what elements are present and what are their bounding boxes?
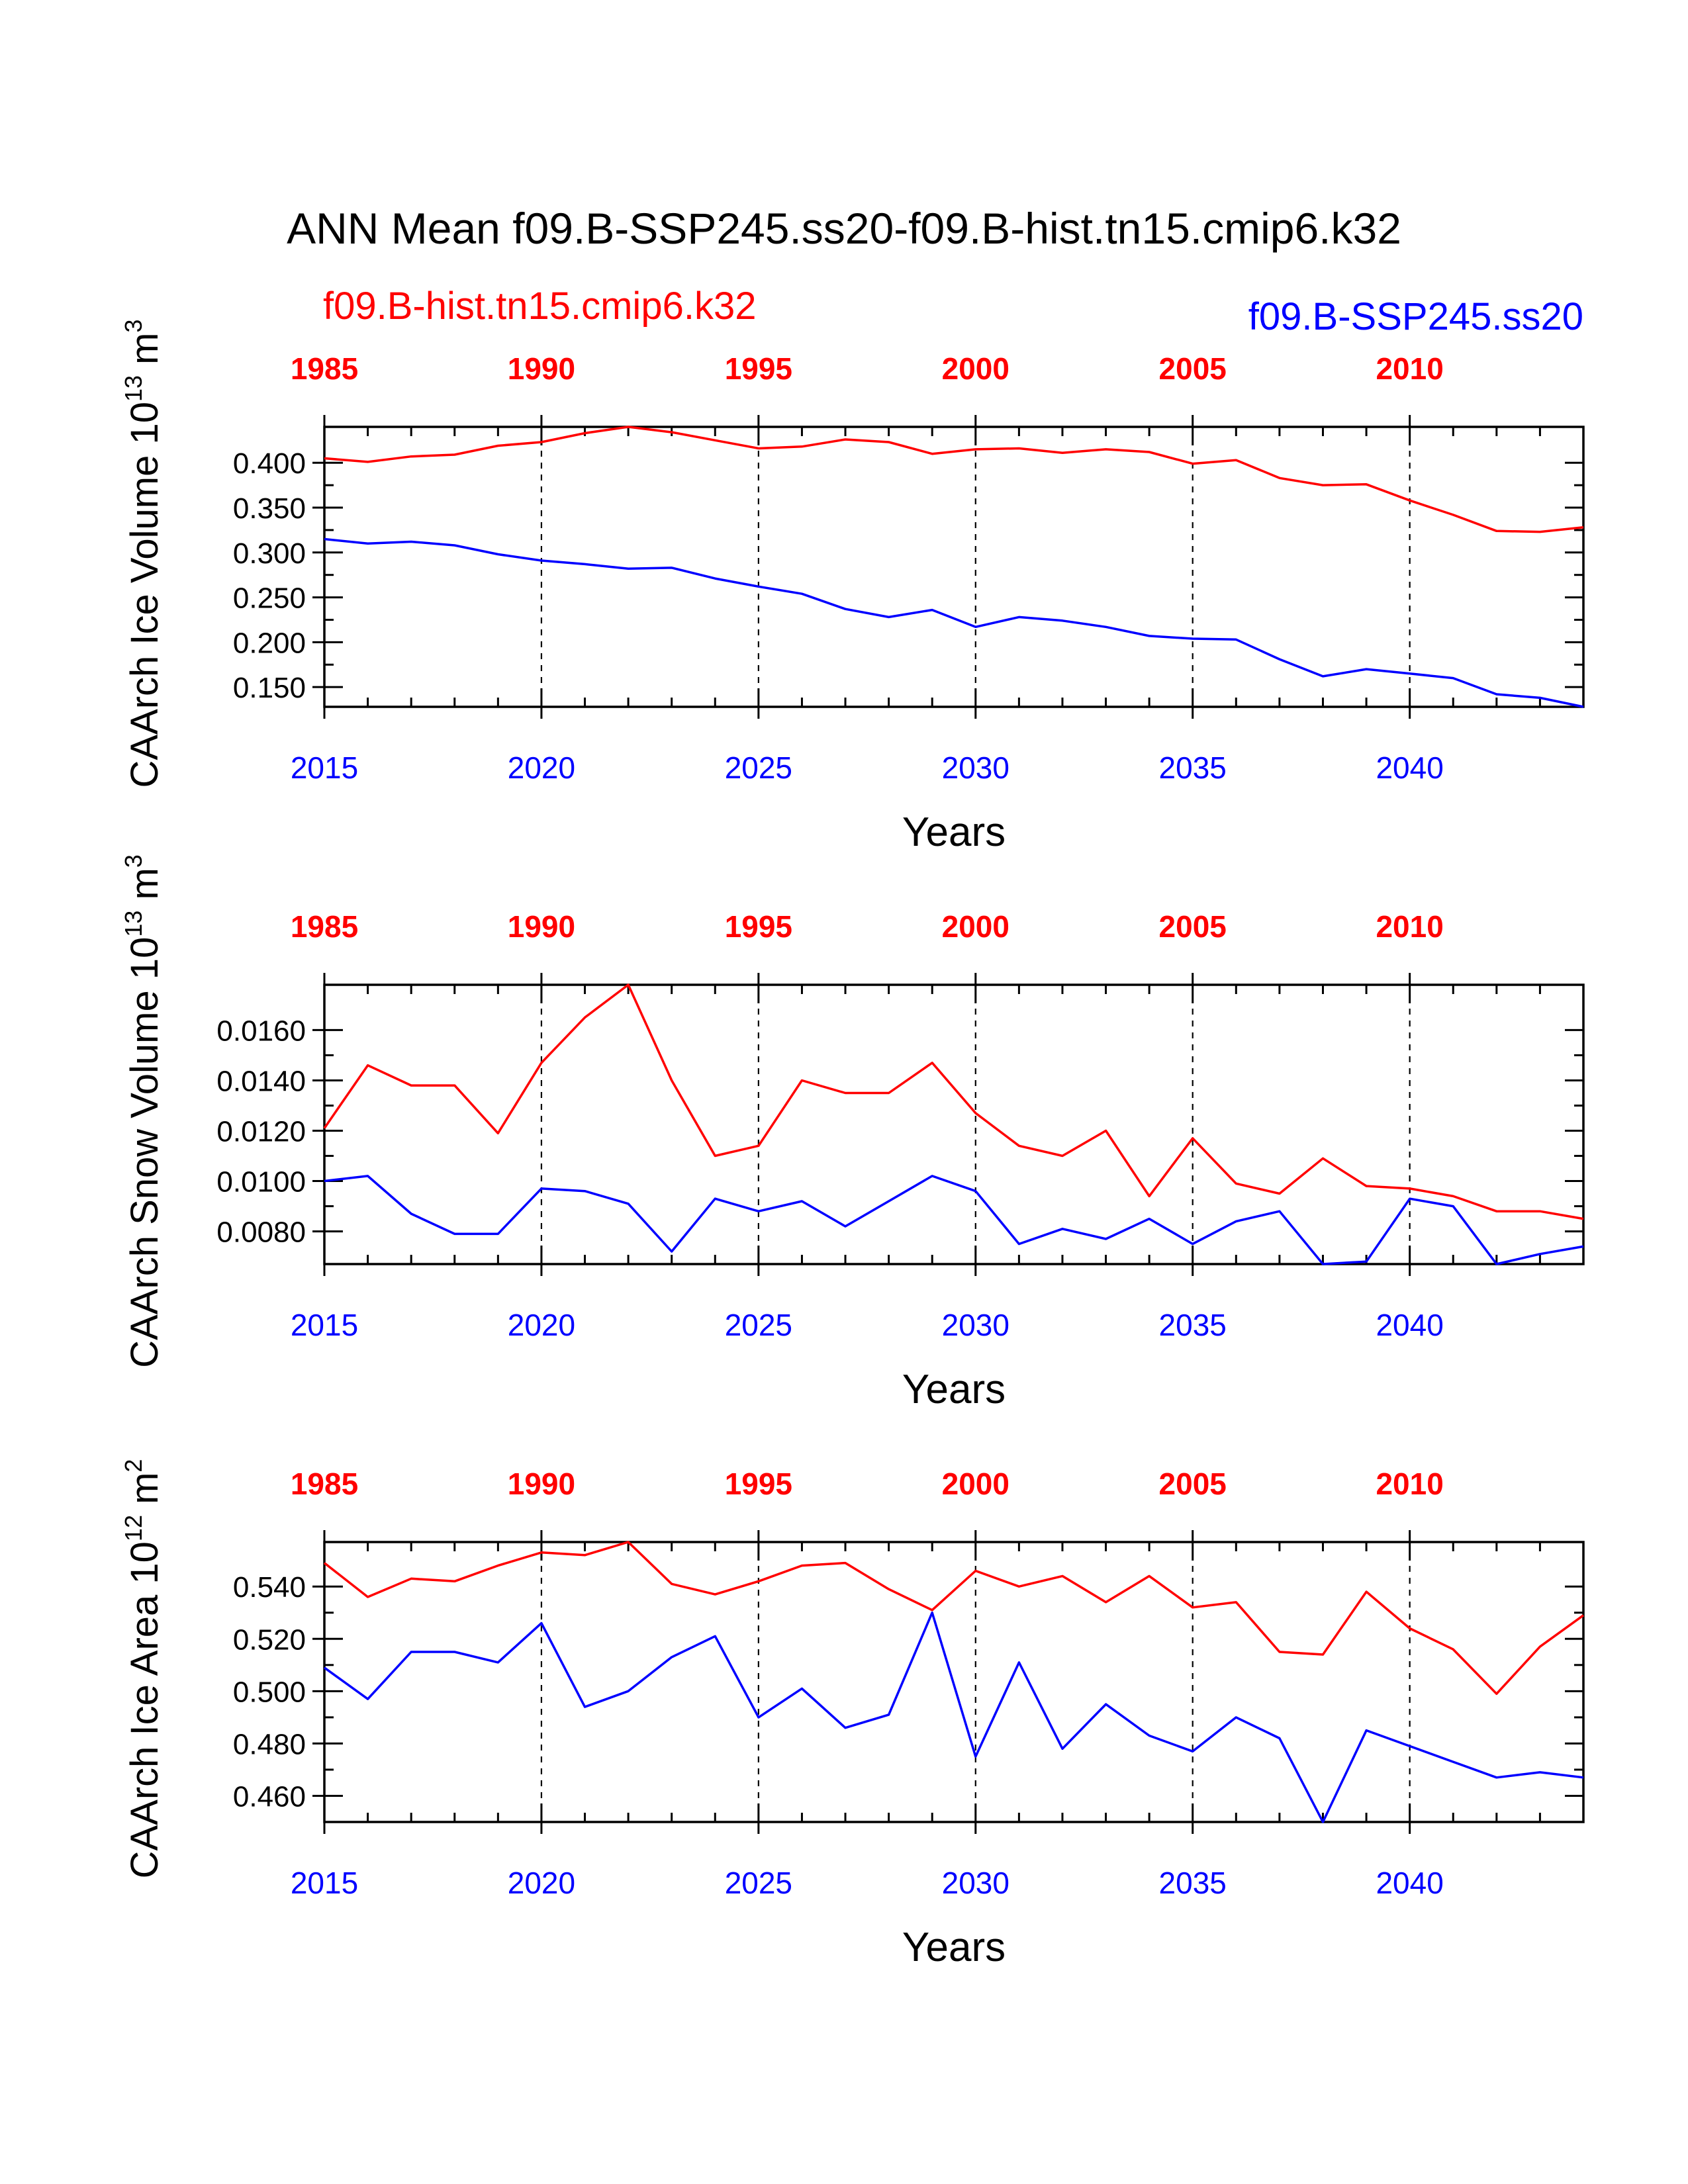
top-tick-label: 1985 bbox=[291, 351, 358, 386]
bottom-tick-label: 2030 bbox=[942, 1866, 1009, 1900]
y-tick-label: 0.0100 bbox=[216, 1166, 306, 1199]
top-tick-label: 2010 bbox=[1376, 351, 1443, 386]
bottom-tick-label: 2015 bbox=[291, 1866, 358, 1900]
top-tick-label: 1990 bbox=[508, 351, 575, 386]
legend-ssp-label: f09.B-SSP245.ss20 bbox=[1248, 295, 1583, 338]
top-tick-label: 2000 bbox=[942, 351, 1009, 386]
panel-3: 0.460 0.480 0.500 0.520 0.540 1985 1990 1995 200… bbox=[120, 1459, 1585, 1970]
x-axis-label: Years bbox=[902, 1367, 1006, 1412]
plot-frame bbox=[323, 1541, 1585, 1823]
y-tick-label: 0.0140 bbox=[216, 1065, 306, 1097]
bottom-tick-label: 2025 bbox=[725, 751, 792, 785]
y-tick-label: 0.480 bbox=[233, 1728, 306, 1760]
top-tick-label: 1995 bbox=[725, 909, 792, 944]
legend-hist-label: f09.B-hist.tn15.cmip6.k32 bbox=[323, 285, 756, 328]
y-tick-label: 0.0160 bbox=[216, 1015, 306, 1047]
plot-frame bbox=[323, 426, 1585, 708]
y-tick-label: 0.200 bbox=[233, 627, 306, 659]
bottom-tick-label: 2035 bbox=[1159, 1308, 1227, 1342]
series-line-hist bbox=[323, 1541, 1585, 1696]
y-tick-label: 0.400 bbox=[233, 447, 306, 480]
panel-1: 0.150 0.200 0.250 0.300 0.350 0.400 1985 1990 19… bbox=[120, 319, 1585, 855]
top-tick-label: 2005 bbox=[1159, 1467, 1227, 1501]
series-line-ssp bbox=[323, 1611, 1584, 1823]
top-tick-label: 1985 bbox=[291, 1467, 358, 1501]
y-tick-label: 0.0120 bbox=[216, 1116, 306, 1148]
x-axis-label: Years bbox=[902, 809, 1006, 855]
top-tick-label: 2005 bbox=[1159, 351, 1227, 386]
plot-frame bbox=[323, 983, 1585, 1265]
y-tick-label: 0.540 bbox=[233, 1571, 306, 1604]
x-axis-label: Years bbox=[902, 1925, 1006, 1970]
y-tick-label: 0.0080 bbox=[216, 1216, 306, 1249]
bottom-tick-label: 2020 bbox=[508, 1866, 575, 1900]
y-axis-label: CAArch Ice Area 1012 m2 bbox=[120, 1459, 166, 1879]
y-axis-label: CAArch Ice Volume 1013 m3 bbox=[120, 319, 166, 788]
top-tick-label: 2000 bbox=[942, 909, 1009, 944]
y-axis-label: CAArch Snow Volume 1013 m3 bbox=[120, 854, 166, 1368]
top-tick-label: 1995 bbox=[725, 1467, 792, 1501]
top-tick-label: 1985 bbox=[291, 909, 358, 944]
series-line-ssp bbox=[324, 1175, 1584, 1265]
top-tick-label: 1995 bbox=[725, 351, 792, 386]
series-line-ssp bbox=[324, 537, 1584, 708]
top-tick-label: 2005 bbox=[1159, 909, 1227, 944]
y-tick-label: 0.250 bbox=[233, 582, 306, 615]
series-line-hist bbox=[324, 426, 1584, 533]
y-tick-label: 0.350 bbox=[233, 492, 306, 525]
y-tick-label: 0.300 bbox=[233, 537, 306, 570]
bottom-tick-label: 2030 bbox=[942, 1308, 1009, 1342]
y-tick-label: 0.520 bbox=[233, 1623, 306, 1656]
figure-title: ANN Mean f09.B-SSP245.ss20-f09.B-hist.tn… bbox=[287, 204, 1401, 253]
bottom-tick-label: 2040 bbox=[1376, 1866, 1443, 1900]
top-tick-label: 2010 bbox=[1376, 909, 1443, 944]
bottom-tick-label: 2025 bbox=[725, 1866, 792, 1900]
bottom-tick-label: 2015 bbox=[291, 1308, 358, 1342]
y-tick-label: 0.500 bbox=[233, 1676, 306, 1708]
bottom-tick-label: 2030 bbox=[942, 751, 1009, 785]
top-tick-label: 2000 bbox=[942, 1467, 1009, 1501]
top-tick-label: 2010 bbox=[1376, 1467, 1443, 1501]
bottom-tick-label: 2040 bbox=[1376, 751, 1443, 785]
bottom-tick-label: 2025 bbox=[725, 1308, 792, 1342]
y-tick-label: 0.460 bbox=[233, 1780, 306, 1813]
bottom-tick-label: 2035 bbox=[1159, 1866, 1227, 1900]
panel-2: 0.0080 0.0100 0.0120 0.0140 0.0160 1985 1990 19… bbox=[120, 854, 1585, 1412]
series-line-hist bbox=[323, 983, 1584, 1220]
bottom-tick-label: 2020 bbox=[508, 751, 575, 785]
top-tick-label: 1990 bbox=[508, 909, 575, 944]
bottom-tick-label: 2040 bbox=[1376, 1308, 1443, 1342]
y-tick-label: 0.150 bbox=[233, 672, 306, 704]
bottom-tick-label: 2020 bbox=[508, 1308, 575, 1342]
panels-group: 0.150 0.200 0.250 0.300 0.350 0.400 1985 1990 19… bbox=[120, 319, 1585, 1970]
bottom-tick-label: 2015 bbox=[291, 751, 358, 785]
top-tick-label: 1990 bbox=[508, 1467, 575, 1501]
bottom-tick-label: 2035 bbox=[1159, 751, 1227, 785]
